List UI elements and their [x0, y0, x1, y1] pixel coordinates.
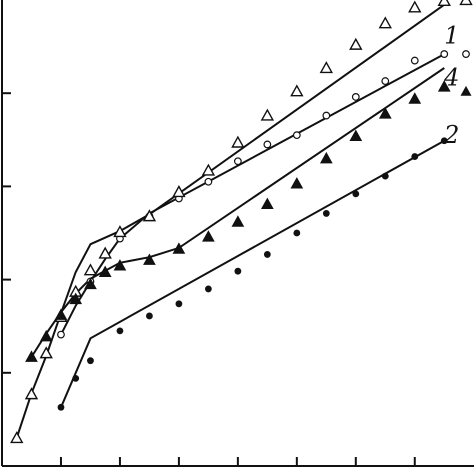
data-point-2	[204, 285, 212, 293]
data-point-3	[98, 246, 112, 259]
data-point-4	[54, 308, 68, 320]
data-point-2	[322, 210, 330, 217]
data-point-4	[69, 292, 83, 305]
data-point-4	[319, 151, 333, 164]
data-point-4	[25, 350, 38, 362]
fit-curve-3	[15, 3, 445, 439]
data-point-2	[72, 374, 80, 382]
data-point-4	[261, 197, 274, 210]
data-point-1	[204, 177, 213, 186]
data-point-1	[322, 111, 331, 120]
data-point-4	[290, 177, 304, 189]
data-point-4	[39, 329, 53, 342]
fit-curves	[15, 3, 445, 439]
legend-marker-1	[462, 50, 470, 58]
data-point-3	[349, 37, 363, 50]
data-point-4	[84, 277, 97, 290]
data-point-1	[263, 140, 272, 149]
data-point-2	[175, 300, 183, 308]
fit-curve-1	[60, 53, 445, 336]
data-point-2	[440, 137, 448, 145]
data-point-3	[142, 209, 157, 222]
data-point-3	[319, 61, 334, 74]
data-point-1	[410, 56, 419, 65]
data-point-4	[202, 230, 215, 242]
data-point-2	[87, 357, 94, 365]
data-point-2	[116, 327, 124, 335]
curve-labels: 1 2 3 4	[443, 21, 459, 149]
data-point-4	[437, 80, 451, 92]
legend-marker-3	[459, 0, 473, 6]
curve-label-2: 2	[443, 121, 459, 149]
data-point-4	[172, 242, 186, 254]
legend-marker-4	[460, 85, 472, 96]
data-point-4	[143, 253, 156, 265]
data-point-2	[263, 251, 271, 258]
data-point-2	[381, 172, 389, 180]
fit-curve-2	[60, 139, 445, 408]
data-point-3	[231, 135, 245, 148]
data-point-2	[352, 190, 360, 198]
fit-curve-4	[30, 67, 445, 358]
data-point-3	[290, 84, 304, 97]
data-point-3	[10, 431, 24, 444]
data-point-3	[24, 387, 39, 400]
data-point-4	[98, 265, 112, 278]
data-points	[10, 0, 473, 444]
data-point-3	[39, 346, 53, 359]
data-point-3	[378, 16, 392, 29]
data-point-1	[440, 50, 449, 58]
data-point-2	[411, 153, 419, 160]
data-point-4	[231, 215, 245, 227]
data-point-1	[351, 93, 360, 101]
data-point-3	[113, 225, 127, 238]
data-point-4	[378, 107, 392, 119]
data-point-4	[349, 129, 363, 141]
data-point-2	[293, 229, 301, 237]
axis-ticks	[2, 92, 416, 466]
data-point-3	[201, 163, 216, 176]
curve-label-4: 4	[443, 63, 459, 91]
curve-label-1: 1	[444, 21, 459, 49]
data-point-1	[292, 131, 301, 140]
data-point-2	[234, 267, 242, 275]
data-point-1	[233, 157, 242, 166]
data-point-3	[260, 108, 275, 121]
data-point-3	[408, 0, 422, 13]
data-point-3	[437, 0, 451, 7]
data-point-4	[408, 92, 422, 104]
data-point-4	[113, 259, 127, 271]
data-point-2	[57, 403, 65, 411]
data-point-1	[381, 77, 390, 85]
data-point-2	[146, 312, 153, 320]
data-point-1	[57, 330, 65, 339]
data-point-3	[172, 185, 186, 198]
data-point-3	[83, 263, 98, 276]
